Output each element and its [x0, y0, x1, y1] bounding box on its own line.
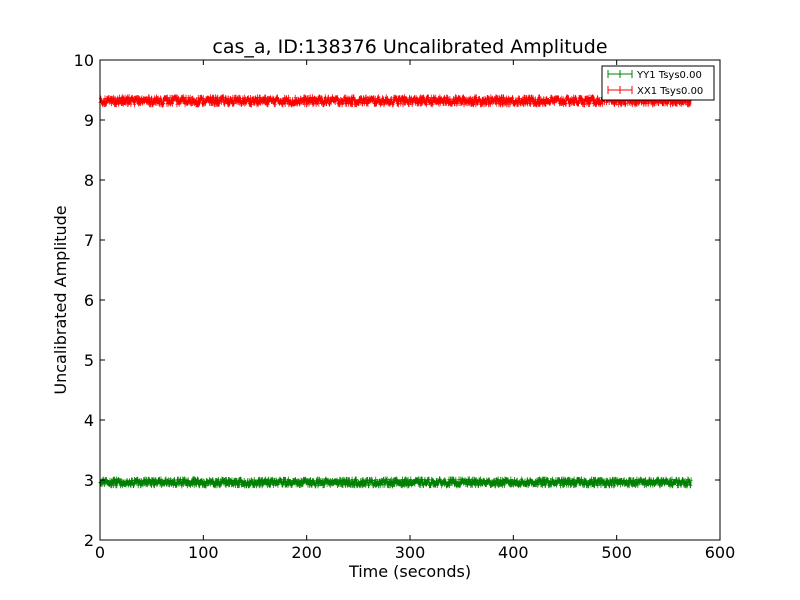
legend: YY1 Tsys0.00 XX1 Tsys0.00 [601, 65, 715, 101]
x-tick-label: 0 [95, 543, 105, 562]
y-tick-label: 9 [84, 111, 94, 130]
x-tick-label: 200 [291, 543, 322, 562]
legend-label: YY1 Tsys0.00 [636, 70, 702, 81]
series-1 [98, 94, 693, 108]
legend-marker [607, 70, 633, 78]
x-tick-label: 600 [705, 543, 736, 562]
y-tick-label: 2 [84, 531, 94, 550]
y-tick-label: 8 [84, 171, 94, 190]
y-tick-label: 4 [84, 411, 94, 430]
x-tick-label: 100 [188, 543, 219, 562]
legend-box [601, 65, 715, 101]
chart-title: cas_a, ID:138376 Uncalibrated Amplitude [212, 36, 607, 58]
y-tick-label: 5 [84, 351, 94, 370]
x-tick-label: 300 [395, 543, 426, 562]
y-tick-label: 3 [84, 471, 94, 490]
legend-marker [607, 86, 633, 94]
ticks-layer: 0 100 200 300 400 500 600 2 3 4 5 6 7 8 9 10 [74, 51, 736, 562]
y-tick-label: 10 [74, 51, 94, 70]
x-axis-label: Time (seconds) [348, 562, 471, 581]
legend-label: XX1 Tsys0.00 [637, 86, 703, 97]
y-tick-label: 6 [84, 291, 94, 310]
series-layer [98, 94, 693, 489]
x-tick-label: 400 [498, 543, 529, 562]
y-axis-label: Uncalibrated Amplitude [51, 205, 70, 394]
y-tick-label: 7 [84, 231, 94, 250]
x-tick-label: 500 [601, 543, 632, 562]
